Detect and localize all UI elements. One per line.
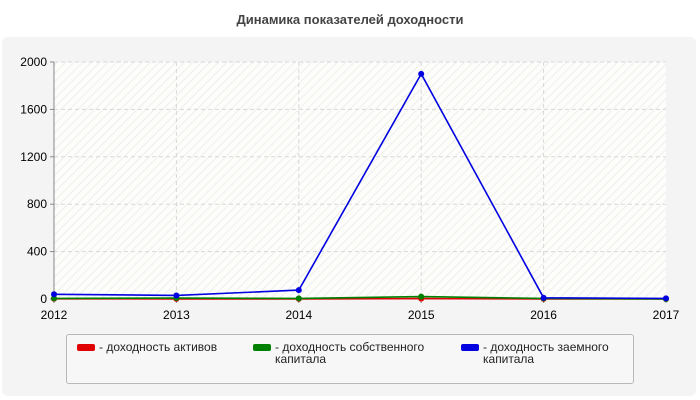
data-point-1-0 <box>51 295 57 302</box>
data-point-2-0 <box>51 291 57 298</box>
legend-label-assets: - доходность активов <box>99 340 218 354</box>
legend-swatch-debt <box>461 344 479 351</box>
x-axis-ticks: 2012 2013 2014 2015 2016 2017 <box>41 308 680 322</box>
y-tick-label: 1200 <box>20 150 47 164</box>
data-point-2-5 <box>663 295 669 302</box>
series-layer <box>51 70 669 302</box>
x-tick-label: 2017 <box>653 308 680 322</box>
legend: - доходность активов - доходность собств… <box>66 334 634 384</box>
y-axis-ticks: 0 400 800 1200 1600 2000 <box>20 55 47 306</box>
series-line-2 <box>53 72 667 300</box>
chart-title: Динамика показателей доходности <box>236 12 464 27</box>
legend-item-debt[interactable]: - доходность заемного капитала <box>461 341 629 365</box>
y-tick-label: 800 <box>27 197 47 211</box>
y-tick-label: 1600 <box>20 102 47 116</box>
x-tick-label: 2016 <box>530 308 557 322</box>
legend-label-equity: - доходность собственного капитала <box>275 340 425 366</box>
legend-swatch-equity <box>253 344 271 351</box>
data-point-2-3 <box>418 70 425 77</box>
y-tick-label: 2000 <box>20 55 47 69</box>
x-tick-label: 2012 <box>41 308 68 322</box>
grid-lines <box>54 61 666 299</box>
data-point-2-2 <box>295 287 302 294</box>
legend-item-assets[interactable]: - доходность активов <box>77 341 237 353</box>
data-point-2-1 <box>173 292 180 299</box>
data-point-2-4 <box>540 294 547 301</box>
y-tick-label: 400 <box>27 245 47 259</box>
legend-swatch-assets <box>77 344 95 351</box>
x-tick-label: 2015 <box>408 308 435 322</box>
data-point-1-3 <box>418 293 425 300</box>
y-tick-label: 0 <box>40 292 47 306</box>
legend-item-equity[interactable]: - доходность собственного капитала <box>253 341 443 365</box>
legend-label-debt: - доходность заемного капитала <box>483 340 609 366</box>
data-point-1-2 <box>295 295 302 302</box>
x-tick-label: 2013 <box>163 308 190 322</box>
x-tick-label: 2014 <box>285 308 312 322</box>
